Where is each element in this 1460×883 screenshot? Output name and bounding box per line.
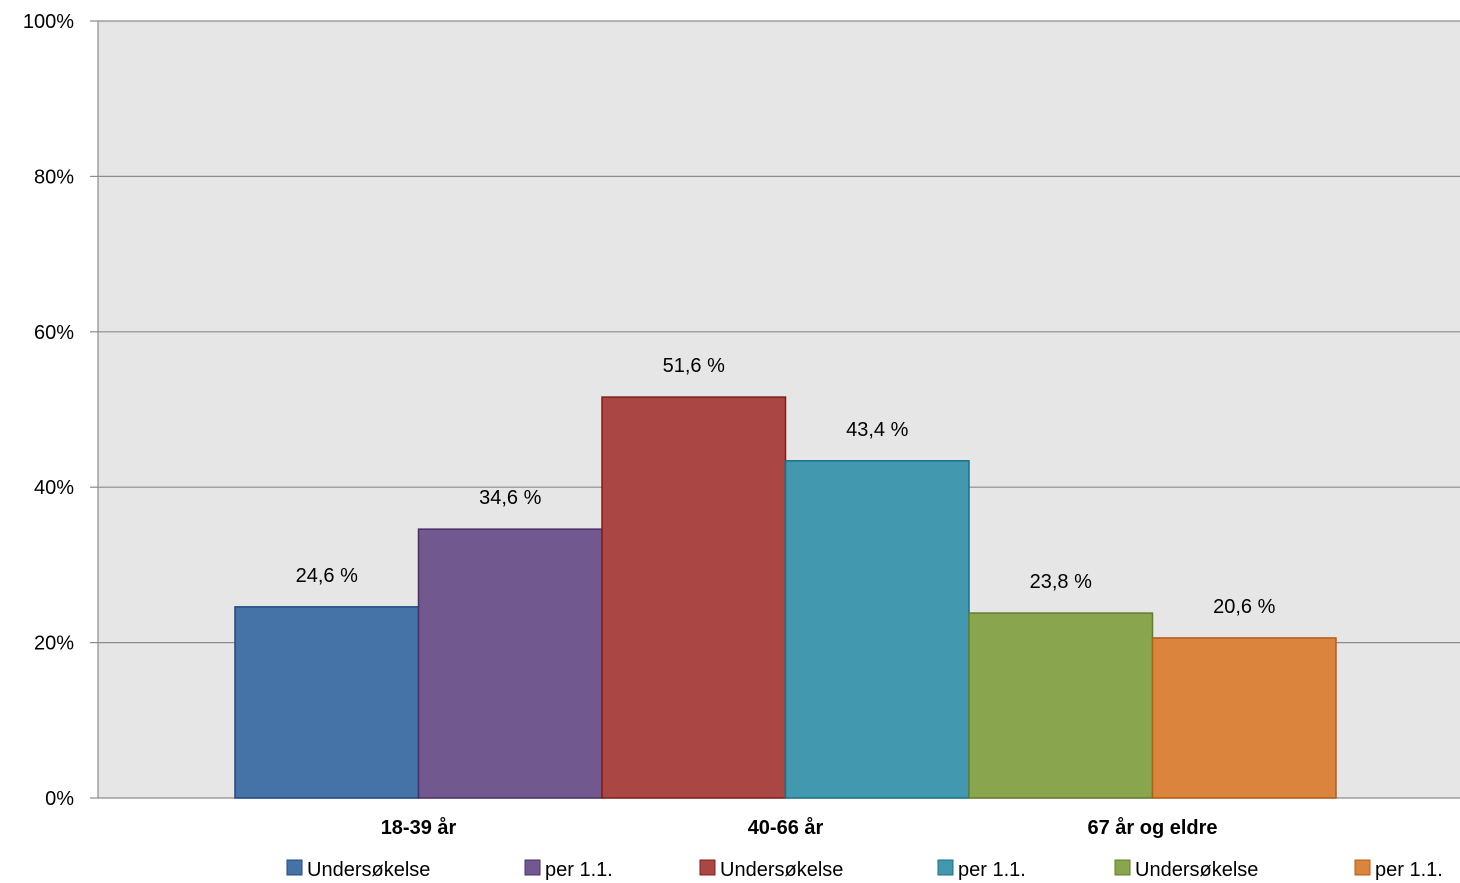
- legend-label: Undersøkelse: [307, 859, 430, 881]
- legend-swatch: [1354, 859, 1371, 876]
- y-tick-label: 100%: [23, 11, 74, 33]
- legend-label: per 1.1.: [545, 859, 613, 881]
- data-label: 51,6 %: [663, 355, 725, 377]
- legend-swatch: [699, 859, 716, 876]
- y-tick-label: 40%: [34, 477, 74, 499]
- legend-label: per 1.1.: [1375, 859, 1443, 881]
- bar: [601, 396, 787, 799]
- data-label: 24,6 %: [296, 565, 358, 587]
- bar: [234, 606, 420, 799]
- bars: [234, 396, 1337, 799]
- bar: [968, 612, 1154, 799]
- data-label: 20,6 %: [1213, 596, 1275, 618]
- bar: [1151, 637, 1337, 799]
- y-tick-label: 0%: [45, 788, 74, 810]
- y-tick-label: 60%: [34, 322, 74, 344]
- legend-swatch: [286, 859, 303, 876]
- legend-swatch: [524, 859, 541, 876]
- legend: Undersøkelse per 1.1. Undersøkelse per 1.1.…: [286, 859, 1443, 881]
- y-tick-label: 80%: [34, 166, 74, 188]
- bar: [784, 460, 970, 799]
- data-label: 23,8 %: [1030, 571, 1092, 593]
- bar: [417, 528, 603, 799]
- legend-swatch: [937, 859, 954, 876]
- legend-swatch: [1114, 859, 1131, 876]
- axes: 0% 20% 40% 60% 80% 100% 18-39 år 40-66 år 67 år …: [23, 11, 1460, 839]
- data-labels: 24,6 % 34,6 % 51,6 % 43,4 % 23,8 % 20,6 %: [296, 355, 1276, 618]
- x-tick-label: 40-66 år: [748, 816, 824, 839]
- legend-label: Undersøkelse: [1135, 859, 1258, 881]
- data-label: 43,4 %: [846, 419, 908, 441]
- x-tick-label: 67 år og eldre: [1087, 816, 1217, 839]
- y-tick-label: 20%: [34, 633, 74, 655]
- x-tick-label: 18-39 år: [381, 816, 457, 839]
- legend-label: Undersøkelse: [720, 859, 843, 881]
- legend-label: per 1.1.: [958, 859, 1026, 881]
- data-label: 34,6 %: [479, 487, 541, 509]
